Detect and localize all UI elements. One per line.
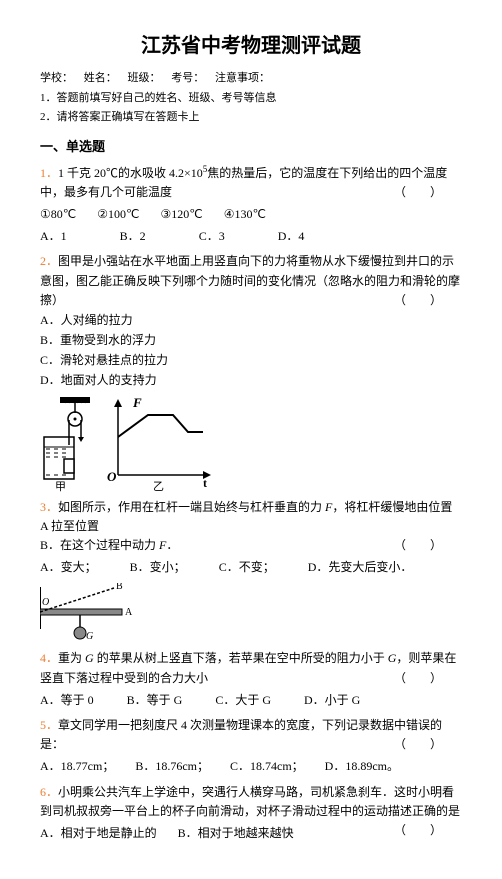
q1-subopt-1: ①80℃	[40, 205, 76, 224]
q3-opt-d: D．先变大后变小．	[308, 558, 413, 577]
svg-text:B: B	[116, 583, 123, 592]
svg-text:G: G	[86, 631, 93, 642]
q4-opt-d: D．小于 G	[304, 691, 360, 710]
q2-opt-a: A．人对绳的拉力	[40, 311, 462, 330]
q2-fig-yi: F O t 乙	[103, 397, 213, 492]
school-label: 学校：	[40, 72, 73, 84]
q2-bracket: （ ）	[394, 291, 442, 310]
q4-opt-a: A．等于 0	[40, 691, 94, 710]
question-4: 4．重为 G 的苹果从树上竖直下落，若苹果在空中所受的阻力小于 G，则苹果在竖直…	[40, 649, 462, 710]
svg-text:A: A	[125, 607, 133, 618]
q6-num: 6．	[40, 785, 58, 799]
section-title: 一、单选题	[40, 137, 462, 158]
q2-fig-jia: 甲	[40, 397, 100, 492]
q5-num: 5．	[40, 718, 58, 732]
question-1: 1．1 千克 20℃的水吸收 4.2×105焦的热量后，它的温度在下列给出的四个…	[40, 162, 462, 247]
q3-A: A	[40, 519, 48, 533]
q3-num: 3．	[40, 500, 58, 514]
q4-num: 4．	[40, 651, 58, 665]
svg-text:t: t	[203, 476, 207, 490]
q3-opts: A．变大； B．变小； C．不变； D．先变大后变小．	[40, 558, 462, 577]
svg-text:F: F	[132, 397, 142, 410]
q2-opt-d: D．地面对人的支持力	[40, 371, 462, 390]
q4-G1: G	[85, 651, 94, 665]
q1-opt-d: D．4	[278, 227, 305, 246]
header-info: 学校： 姓名： 班级： 考号： 注意事项：	[40, 70, 462, 88]
q3-figure: O G A B	[40, 583, 462, 643]
examno-label: 考号：	[171, 72, 204, 84]
q1-opt-a: A．1	[40, 227, 67, 246]
q3-text-a: 如图所示，作用在杠杆一端且始终与杠杆垂直的力	[58, 500, 325, 514]
q3-opt-b: B．变小；	[130, 558, 186, 577]
q6-opt-a: A．相对于地是静止的	[40, 824, 157, 843]
q3-bracket: （ ）	[394, 536, 442, 555]
note-1: 1．答题前填写好自己的姓名、班级、考号等信息	[40, 90, 462, 108]
svg-text:O: O	[107, 469, 117, 484]
q5-opt-d: D．18.89cm。	[325, 757, 399, 776]
question-6: 6．小明乘公共汽车上学途中，突遇行人横穿马路，司机紧急刹车．这时小明看到司机叔叔…	[40, 783, 462, 844]
q3-text-b: ，将杠杆缓慢地由位置	[332, 500, 452, 514]
class-label: 班级：	[128, 72, 161, 84]
q1-text-a: 1 千克 20℃的水吸收 4.2×10	[58, 166, 203, 180]
svg-text:O: O	[42, 597, 49, 608]
q2-num: 2．	[40, 254, 58, 268]
q2-figures: 甲 F O t 乙	[40, 397, 462, 492]
q1-bracket: （ ）	[394, 183, 442, 202]
q4-opts: A．等于 0 B．等于 G C．大于 G D．小于 G	[40, 691, 462, 710]
name-label: 姓名：	[84, 72, 117, 84]
q6-bracket: （ ）	[394, 821, 442, 840]
svg-text:甲: 甲	[55, 481, 66, 492]
q2-opt-b: B．重物受到水的浮力	[40, 331, 462, 350]
q1-num: 1．	[40, 166, 58, 180]
q5-bracket: （ ）	[394, 735, 442, 754]
notice-label: 注意事项：	[215, 72, 270, 84]
question-2: 2．图甲是小强站在水平地面上用竖直向下的力将重物从水下缓慢拉到井口的示意图，图乙…	[40, 252, 462, 491]
q4-G2: G	[388, 651, 397, 665]
q3-period: ．	[166, 538, 178, 552]
q1-subopt-3: ③120℃	[160, 205, 202, 224]
q1-opt-c: C．3	[199, 227, 225, 246]
q3-opt-c: C．不变；	[219, 558, 275, 577]
q3-text-c: 拉至位置	[48, 519, 99, 533]
q3-opt-a: A．变大；	[40, 558, 97, 577]
q1-sub-opts: ①80℃ ②100℃ ③120℃ ④130℃	[40, 205, 462, 224]
q1-subopt-4: ④130℃	[224, 205, 266, 224]
q1-subopt-2: ②100℃	[97, 205, 139, 224]
note-2: 2．请将答案正确填写在答题卡上	[40, 109, 462, 127]
q6-text: 小明乘公共汽车上学途中，突遇行人横穿马路，司机紧急刹车．这时小明看到司机叔叔旁一…	[40, 785, 460, 818]
q2-opt-c: C．滑轮对悬挂点的拉力	[40, 351, 462, 370]
q6-opt-b: B．相对于地越来越快	[178, 824, 294, 843]
q5-opt-c: C．18.74cm；	[230, 757, 304, 776]
q3-fig: O G A B	[40, 583, 140, 643]
q4-opt-c: C．大于 G	[215, 691, 271, 710]
q1-opts: A．1 B．2 C．3 D．4	[40, 227, 462, 246]
q4-bracket: （ ）	[394, 669, 442, 688]
svg-text:乙: 乙	[153, 480, 164, 492]
q5-text: 章文同学用一把刻度尺 4 次测量物理课本的宽度，下列记录数据中错误的是：	[40, 718, 442, 751]
q5-opts: A．18.77cm； B．18.76cm； C．18.74cm； D．18.89…	[40, 757, 462, 776]
q1-opt-b: B．2	[120, 227, 146, 246]
q3-text-d: B．在这个过程中动力	[40, 538, 159, 552]
q4-text-b: 的苹果从树上竖直下落，若苹果在空中所受的阻力小于	[94, 651, 388, 665]
q4-opt-b: B．等于 G	[127, 691, 183, 710]
question-3: 3．如图所示，作用在杠杆一端且始终与杠杆垂直的力 F，将杠杆缓慢地由位置 A 拉…	[40, 498, 462, 644]
q5-opt-a: A．18.77cm；	[40, 757, 114, 776]
question-5: 5．章文同学用一把刻度尺 4 次测量物理课本的宽度，下列记录数据中错误的是：（ …	[40, 716, 462, 777]
page-title: 江苏省中考物理测评试题	[40, 30, 462, 62]
q5-opt-b: B．18.76cm；	[135, 757, 209, 776]
q4-text-a: 重为	[58, 651, 85, 665]
